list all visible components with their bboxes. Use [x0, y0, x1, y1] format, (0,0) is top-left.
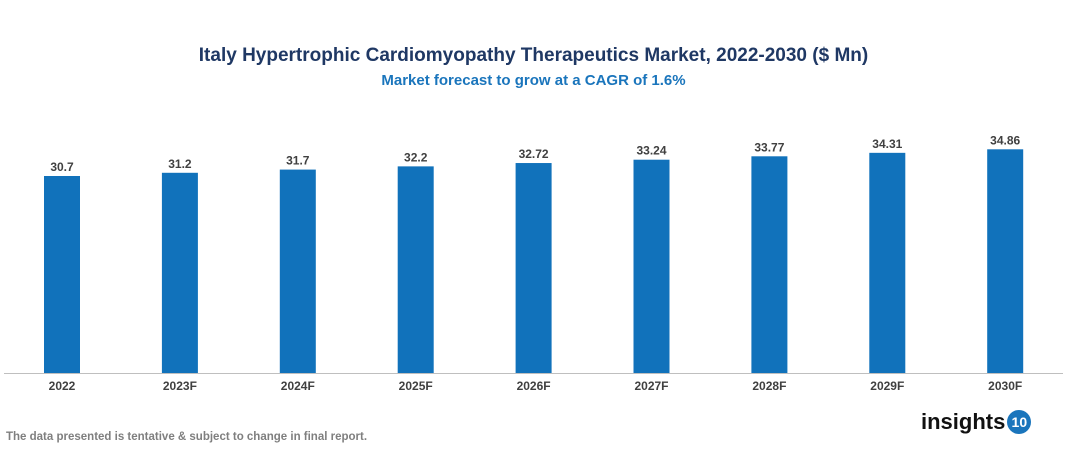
bar [161, 172, 198, 373]
chart-title: Italy Hypertrophic Cardiomyopathy Therap… [198, 45, 869, 66]
bar [44, 176, 80, 373]
data-label: 33.77 [754, 140, 784, 154]
x-tick-label: 2022 [49, 379, 76, 393]
logo-text: insights [921, 409, 1006, 434]
chart-subtitle: Market forecast to grow at a CAGR of 1.6… [381, 72, 686, 89]
x-tick-label: 2027F [634, 379, 668, 393]
bar [397, 166, 434, 373]
bar [279, 169, 316, 373]
x-tick-label: 2024F [281, 379, 315, 393]
logo-badge: 10 [1007, 410, 1032, 434]
data-label: 32.2 [404, 150, 428, 164]
bar [869, 152, 906, 373]
bar-chart: 30.7 2022 31.2 2023F 31.7 2024F 32.2 2025F 32.72… [4, 133, 1063, 393]
data-label: 32.72 [519, 147, 549, 161]
data-label: 34.31 [872, 137, 902, 151]
x-tick-label: 2026F [517, 379, 551, 393]
x-tick-label: 2028F [752, 379, 786, 393]
x-tick-label: 2030F [988, 379, 1022, 393]
insights10-logo: insights 10 [921, 409, 1032, 435]
data-label: 31.2 [168, 157, 192, 171]
data-label: 33.24 [636, 144, 666, 158]
bar [987, 149, 1024, 373]
x-tick-label: 2025F [399, 379, 433, 393]
bar [751, 156, 788, 373]
bar [515, 163, 552, 373]
data-label: 31.7 [286, 154, 310, 168]
data-label: 30.7 [50, 160, 74, 174]
x-tick-label: 2023F [163, 379, 197, 393]
x-tick-label: 2029F [870, 379, 904, 393]
bar [633, 159, 670, 373]
data-label: 34.86 [990, 133, 1020, 147]
disclaimer-text: The data presented is tentative & subjec… [6, 431, 368, 443]
